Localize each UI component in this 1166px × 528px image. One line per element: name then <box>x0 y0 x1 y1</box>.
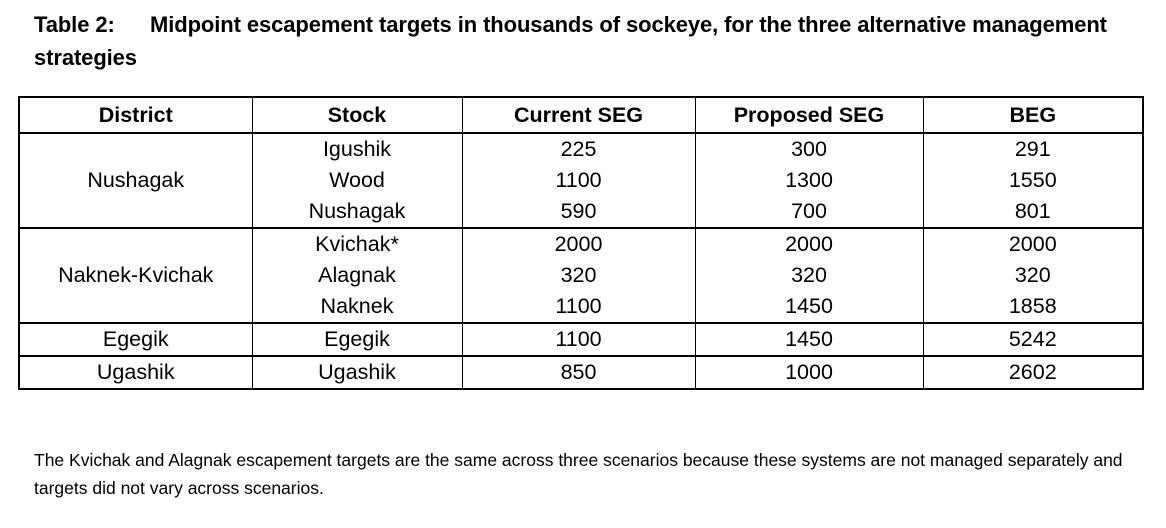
table-title: Midpoint escapement targets in thousands… <box>34 12 1107 70</box>
proposed-seg-cell: 2000 <box>694 227 924 260</box>
header-current-seg: Current SEG <box>461 96 696 134</box>
header-proposed-seg: Proposed SEG <box>694 96 924 134</box>
beg-cell: 1858 <box>922 291 1144 323</box>
stock-cell: Alagnak <box>251 260 463 291</box>
current-seg-cell: 1100 <box>461 322 696 356</box>
header-beg: BEG <box>922 96 1144 134</box>
beg-cell: 291 <box>922 132 1144 165</box>
table-row: Nushagak 590 700 801 <box>19 196 1144 228</box>
proposed-seg-cell: 1300 <box>694 165 924 196</box>
proposed-seg-cell: 1450 <box>694 322 924 356</box>
stock-cell: Egegik <box>251 322 463 356</box>
header-stock: Stock <box>251 96 463 134</box>
district-cell: Nushagak <box>18 132 253 228</box>
beg-cell: 2000 <box>922 227 1144 260</box>
district-cell: Egegik <box>18 322 253 356</box>
table-number: Table 2: <box>34 12 115 37</box>
table-row: Naknek 1100 1450 1858 <box>19 291 1144 323</box>
beg-cell: 5242 <box>922 322 1144 356</box>
beg-cell: 320 <box>922 260 1144 291</box>
district-cell: Naknek-Kvichak <box>18 227 253 323</box>
stock-cell: Naknek <box>251 291 463 323</box>
proposed-seg-cell: 320 <box>694 260 924 291</box>
table-header-row: District Stock Current SEG Proposed SEG … <box>18 96 1144 134</box>
table-row: Wood 1100 1300 1550 <box>19 165 1144 196</box>
table-caption: Table 2: Midpoint escapement targets in t… <box>34 8 1134 74</box>
beg-cell: 801 <box>922 196 1144 228</box>
current-seg-cell: 225 <box>461 132 696 165</box>
proposed-seg-cell: 1450 <box>694 291 924 323</box>
beg-cell: 1550 <box>922 165 1144 196</box>
current-seg-cell: 1100 <box>461 291 696 323</box>
escapement-targets-table: District Stock Current SEG Proposed SEG … <box>18 96 1144 390</box>
header-district: District <box>18 96 253 134</box>
table-row: Alagnak 320 320 320 <box>19 260 1144 291</box>
table-row: Naknek-Kvichak Kvichak* 2000 2000 2000 <box>18 227 1144 323</box>
proposed-seg-cell: 300 <box>694 132 924 165</box>
table-row: Ugashik Ugashik 850 1000 2602 <box>18 355 1144 389</box>
proposed-seg-cell: 700 <box>694 196 924 228</box>
table-footnote: The Kvichak and Alagnak escapement targe… <box>34 450 1123 498</box>
stock-cell: Ugashik <box>251 355 463 389</box>
table-row: Egegik Egegik 1100 1450 5242 <box>18 322 1144 356</box>
stock-cell: Nushagak <box>251 196 463 228</box>
stock-cell: Kvichak* <box>251 227 463 260</box>
current-seg-cell: 320 <box>461 260 696 291</box>
table-row: Nushagak Igushik 225 300 291 <box>18 132 1144 228</box>
current-seg-cell: 2000 <box>461 227 696 260</box>
stock-cell: Wood <box>251 165 463 196</box>
proposed-seg-cell: 1000 <box>694 355 924 389</box>
current-seg-cell: 850 <box>461 355 696 389</box>
beg-cell: 2602 <box>922 355 1144 389</box>
current-seg-cell: 590 <box>461 196 696 228</box>
current-seg-cell: 1100 <box>461 165 696 196</box>
stock-cell: Igushik <box>251 132 463 165</box>
district-cell: Ugashik <box>18 355 253 389</box>
